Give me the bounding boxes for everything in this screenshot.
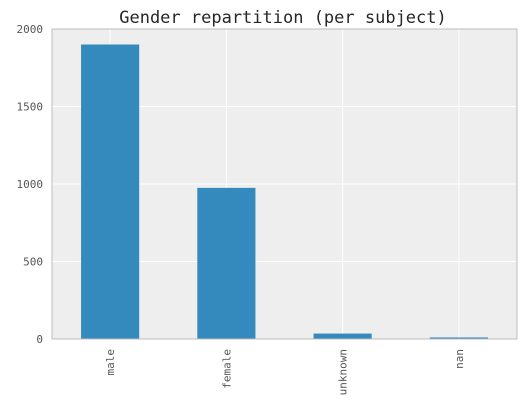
y-tick-label: 2000 xyxy=(17,23,44,36)
x-tick-label-unknown: unknown xyxy=(337,349,350,395)
y-tick-label: 500 xyxy=(23,256,43,269)
plot-frame xyxy=(51,28,518,340)
x-tick-label-male: male xyxy=(104,349,117,376)
x-axis-ticks: male female unknown nan xyxy=(104,349,466,395)
y-axis-ticks: 0 500 1000 1500 2000 xyxy=(17,23,44,346)
x-tick-label-nan: nan xyxy=(453,349,466,369)
bar-unknown xyxy=(313,333,372,339)
bar-nan xyxy=(429,337,488,339)
bar-male xyxy=(81,44,140,339)
chart-title: Gender repartition (per subject) xyxy=(119,8,447,28)
y-tick-label: 0 xyxy=(36,333,43,346)
bars xyxy=(81,44,488,339)
y-tick-label: 1500 xyxy=(17,101,44,114)
x-tick-label-female: female xyxy=(220,349,233,389)
bar-female xyxy=(197,187,256,339)
y-tick-label: 1000 xyxy=(17,178,44,191)
